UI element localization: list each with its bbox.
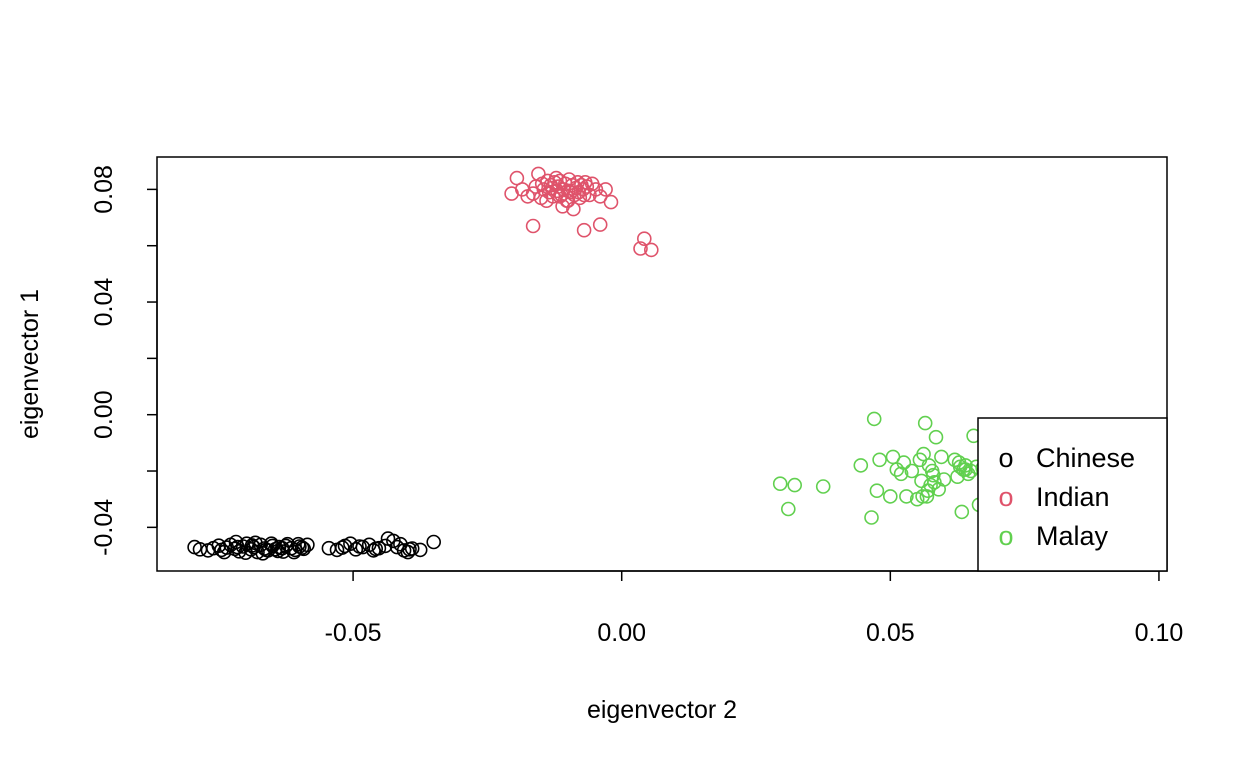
data-point-chinese: [380, 531, 396, 546]
data-point-malay: [780, 501, 796, 517]
data-point-malay: [866, 411, 882, 427]
data-point-chinese: [377, 538, 393, 554]
legend-marker: o: [998, 443, 1013, 473]
data-point-chinese: [402, 541, 417, 557]
data-point-malay: [915, 489, 930, 504]
data-point-chinese: [248, 535, 263, 551]
data-point-malay: [927, 474, 942, 490]
data-point-chinese: [426, 534, 442, 550]
data-point-malay: [936, 472, 952, 487]
data-point-indian: [560, 193, 576, 208]
data-point-indian: [588, 182, 604, 197]
data-point-chinese: [255, 545, 271, 561]
data-point-chinese: [412, 542, 428, 558]
data-point-indian: [592, 217, 608, 232]
data-point-chinese: [270, 543, 286, 559]
data-point-chinese: [334, 540, 350, 555]
y-tick-label: 0.04: [90, 278, 118, 327]
data-point-indian: [636, 231, 652, 246]
y-tick-label: -0.04: [90, 499, 118, 556]
x-axis: -0.05 0.00 0.05 0.10: [325, 570, 1184, 647]
y-tick-label: 0.00: [90, 390, 118, 439]
data-point-malay: [872, 452, 887, 468]
data-point-malay: [772, 476, 788, 492]
x-tick-label: 0.10: [1135, 619, 1184, 647]
data-point-indian: [603, 194, 619, 210]
data-point-indian: [598, 182, 613, 197]
data-point-indian: [563, 184, 579, 200]
legend-marker: o: [998, 482, 1013, 512]
data-point-indian: [525, 218, 541, 234]
data-point-malay: [954, 504, 970, 520]
data-point-chinese: [368, 541, 384, 557]
legend-label-malay: Malay: [1036, 521, 1109, 551]
legend-label-chinese: Chinese: [1036, 443, 1135, 473]
data-point-chinese: [244, 538, 260, 553]
series-chinese: [187, 531, 442, 561]
data-point-chinese: [290, 536, 306, 552]
data-point-malay: [958, 458, 973, 473]
data-point-malay: [864, 510, 879, 525]
legend-label-indian: Indian: [1036, 482, 1110, 512]
data-point-malay: [893, 466, 909, 482]
legend-marker: o: [998, 521, 1013, 551]
data-point-malay: [928, 429, 944, 445]
data-point-indian: [576, 222, 592, 238]
x-tick-label: 0.05: [866, 619, 915, 647]
plot-area: [187, 166, 1005, 561]
data-point-malay: [904, 463, 920, 479]
data-point-malay: [958, 462, 973, 477]
data-point-malay: [815, 479, 831, 494]
data-point-malay: [899, 489, 914, 504]
y-axis: -0.04 0.00 0.04 0.08: [90, 165, 158, 556]
data-point-malay: [853, 458, 869, 473]
y-tick-label: 0.08: [90, 165, 118, 214]
data-point-indian: [643, 242, 659, 258]
x-tick-label: 0.00: [597, 619, 646, 647]
data-point-malay: [882, 489, 898, 504]
data-point-malay: [787, 477, 803, 493]
data-point-chinese: [294, 540, 310, 555]
data-point-malay: [917, 415, 933, 431]
data-point-chinese: [274, 540, 290, 556]
series-indian: [504, 166, 659, 258]
data-point-chinese: [352, 539, 367, 554]
data-point-malay: [896, 455, 912, 470]
series-malay: [772, 411, 1005, 525]
x-axis-title: eigenvector 2: [587, 696, 737, 724]
data-point-chinese: [230, 539, 245, 555]
data-point-chinese: [258, 542, 274, 558]
data-point-indian: [531, 166, 546, 182]
data-point-malay: [869, 483, 885, 499]
x-tick-label: -0.05: [325, 619, 382, 647]
data-point-chinese: [216, 544, 232, 560]
data-point-malay: [934, 449, 949, 465]
legend-box: [977, 417, 1168, 572]
data-point-malay: [923, 477, 938, 493]
y-axis-title: eigenvector 1: [16, 289, 44, 439]
data-point-indian: [633, 241, 648, 256]
